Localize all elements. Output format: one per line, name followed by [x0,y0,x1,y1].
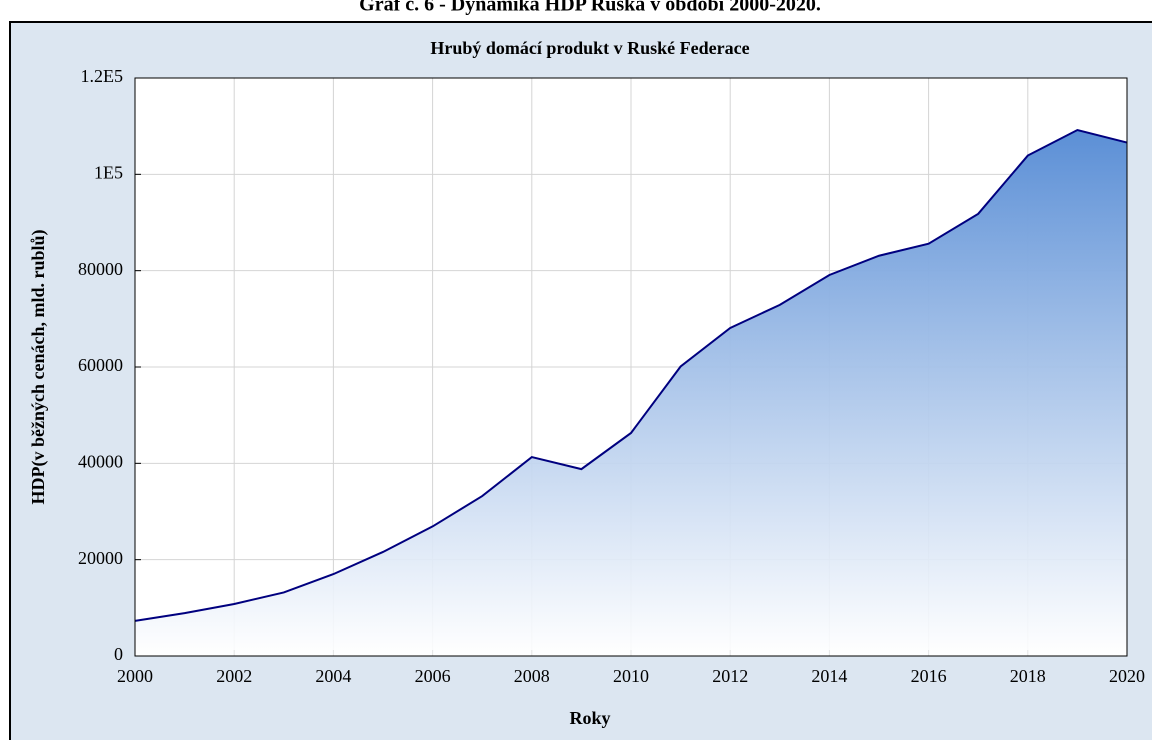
x-tick-label: 2008 [514,666,550,686]
x-tick-label: 2000 [117,666,153,686]
y-tick-label: 0 [114,644,123,664]
x-tick-label: 2012 [712,666,748,686]
x-tick-label: 2002 [216,666,252,686]
y-tick-label: 1E5 [94,162,123,182]
y-tick-label: 60000 [78,355,123,375]
x-tick-label: 2016 [911,666,947,686]
y-tick-label: 80000 [78,259,123,279]
x-tick-label: 2010 [613,666,649,686]
line [134,128,1128,622]
chart-title: Hrubý domácí produkt v Ruské Federace [430,38,749,58]
x-tick-label: 2020 [1109,666,1145,686]
x-tick-label: 2014 [811,666,847,686]
plot-border [134,77,1128,657]
x-tick-label: 2004 [315,666,351,686]
x-tick-label: 2018 [1010,666,1046,686]
x-tick-label: 2006 [415,666,451,686]
figure-title: Graf č. 6 - Dynamika HDP Ruska v období … [359,0,821,16]
y-tick-label: 1.2E5 [81,66,124,86]
area [135,130,1127,656]
x-axis-label: Roky [569,708,610,728]
y-tick-label: 40000 [78,451,123,471]
y-axis-label: HDP(v běžných cenách, mld. rublů) [28,229,49,504]
y-tick-label: 20000 [78,548,123,568]
